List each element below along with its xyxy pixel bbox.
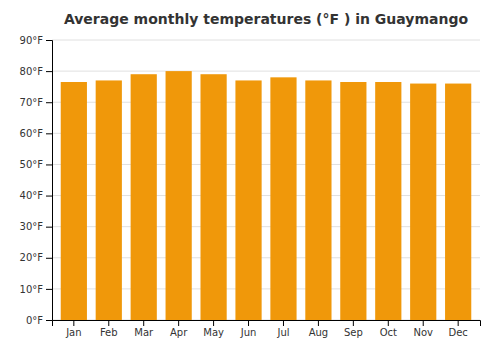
plot: 0°F 10°F 20°F 30°F 40°F 50°F 60°F 70°F 80°F 90°F J… bbox=[20, 35, 481, 338]
x-tick: Mar bbox=[134, 320, 154, 338]
x-tick-mark bbox=[143, 320, 144, 326]
bar bbox=[410, 84, 436, 320]
y-tick-mark bbox=[46, 320, 52, 321]
bar bbox=[235, 80, 261, 320]
x-tick: Jan bbox=[65, 320, 81, 338]
bar bbox=[305, 80, 331, 320]
y-tick-mark bbox=[46, 227, 52, 228]
bar bbox=[166, 71, 192, 320]
x-axis: Jan Feb Mar Apr May Jun Jul Aug Sep Oct Nov Dec bbox=[53, 320, 481, 338]
x-tick-label: Nov bbox=[413, 327, 433, 338]
y-tick-label: 30°F bbox=[20, 221, 44, 232]
y-axis-line bbox=[46, 41, 53, 321]
x-tick-label: Apr bbox=[170, 327, 188, 338]
grid bbox=[52, 40, 480, 320]
x-axis-line bbox=[53, 321, 481, 327]
bar bbox=[61, 82, 87, 320]
y-tick-label: 10°F bbox=[20, 284, 44, 295]
y-tick: 10°F bbox=[20, 284, 52, 295]
grid-line bbox=[52, 40, 480, 41]
x-tick: Jun bbox=[240, 320, 257, 338]
x-tick-label: Jan bbox=[65, 327, 81, 338]
x-tick-label: Feb bbox=[100, 327, 118, 338]
y-tick: 90°F bbox=[20, 35, 52, 46]
bar bbox=[340, 82, 366, 320]
y-tick: 20°F bbox=[20, 252, 52, 263]
y-tick-label: 60°F bbox=[20, 128, 44, 139]
y-tick: 40°F bbox=[20, 190, 52, 201]
chart: 0°F 10°F 20°F 30°F 40°F 50°F 60°F 70°F 80°F 90°F J… bbox=[0, 0, 500, 350]
title: Average monthly temperatures (°F ) in Gu… bbox=[64, 11, 469, 27]
y-tick-mark bbox=[46, 40, 52, 41]
x-tick: Nov bbox=[413, 320, 433, 338]
bar bbox=[96, 80, 122, 320]
bar bbox=[445, 84, 471, 320]
y-tick: 50°F bbox=[20, 159, 52, 170]
x-tick-label: Sep bbox=[344, 327, 363, 338]
x-tick: Jul bbox=[276, 320, 289, 338]
y-tick-mark bbox=[46, 196, 52, 197]
x-tick-mark bbox=[248, 320, 249, 326]
x-tick-mark bbox=[213, 320, 214, 326]
x-tick-label: Mar bbox=[134, 327, 154, 338]
x-tick-label: Aug bbox=[309, 327, 329, 338]
grid-line bbox=[52, 71, 480, 72]
bar bbox=[200, 74, 226, 320]
x-tick-label: Jun bbox=[240, 327, 257, 338]
x-tick: May bbox=[203, 320, 224, 338]
x-tick-mark bbox=[423, 320, 424, 326]
x-tick: Aug bbox=[309, 320, 329, 338]
y-tick-label: 50°F bbox=[20, 159, 44, 170]
y-tick-label: 40°F bbox=[20, 190, 44, 201]
x-tick-mark bbox=[283, 320, 284, 326]
x-tick-label: Dec bbox=[448, 327, 467, 338]
y-tick-label: 90°F bbox=[20, 35, 44, 46]
y-tick-label: 70°F bbox=[20, 97, 44, 108]
y-tick-mark bbox=[46, 102, 52, 103]
y-tick-mark bbox=[46, 289, 52, 290]
x-tick-mark bbox=[73, 320, 74, 326]
x-tick-mark bbox=[178, 320, 179, 326]
x-tick: Apr bbox=[170, 320, 188, 338]
y-tick-mark bbox=[46, 258, 52, 259]
x-tick: Dec bbox=[448, 320, 467, 338]
x-tick-mark bbox=[318, 320, 319, 326]
bar bbox=[131, 74, 157, 320]
bars bbox=[61, 71, 472, 320]
y-tick-label: 80°F bbox=[20, 66, 44, 77]
y-tick-mark bbox=[46, 71, 52, 72]
y-tick: 60°F bbox=[20, 128, 52, 139]
x-tick-mark bbox=[108, 320, 109, 326]
y-tick-label: 20°F bbox=[20, 252, 44, 263]
x-tick-label: May bbox=[203, 327, 224, 338]
x-tick-label: Jul bbox=[276, 327, 289, 338]
x-tick-mark bbox=[388, 320, 389, 326]
y-tick: 30°F bbox=[20, 221, 52, 232]
x-tick: Sep bbox=[344, 320, 363, 338]
x-tick: Oct bbox=[380, 320, 397, 338]
y-tick: 80°F bbox=[20, 66, 52, 77]
y-tick-mark bbox=[46, 164, 52, 165]
bar bbox=[375, 82, 401, 320]
y-tick-mark bbox=[46, 133, 52, 134]
x-tick-mark bbox=[458, 320, 459, 326]
x-tick-label: Oct bbox=[380, 327, 397, 338]
y-tick: 70°F bbox=[20, 97, 52, 108]
y-tick-label: 0°F bbox=[26, 315, 43, 326]
bar bbox=[270, 77, 296, 320]
y-tick: 0°F bbox=[26, 315, 52, 326]
x-tick-mark bbox=[353, 320, 354, 326]
x-tick: Feb bbox=[100, 320, 118, 338]
y-axis: 0°F 10°F 20°F 30°F 40°F 50°F 60°F 70°F 80°F 90°F bbox=[20, 35, 53, 326]
